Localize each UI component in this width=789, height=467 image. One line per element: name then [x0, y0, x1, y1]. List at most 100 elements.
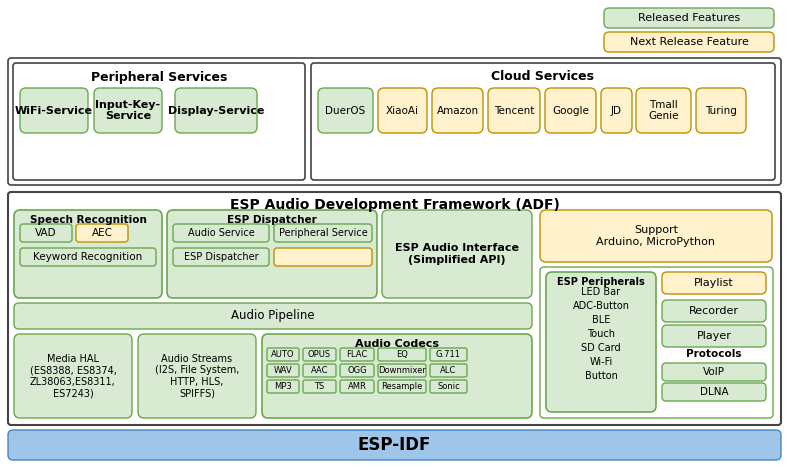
FancyBboxPatch shape: [432, 88, 483, 133]
Text: G.711: G.711: [436, 350, 461, 359]
FancyBboxPatch shape: [604, 8, 774, 28]
Text: Google: Google: [552, 106, 589, 115]
Text: Audio Codecs: Audio Codecs: [355, 339, 439, 349]
Text: XiaoAi: XiaoAi: [386, 106, 419, 115]
FancyBboxPatch shape: [303, 364, 336, 377]
FancyBboxPatch shape: [662, 272, 766, 294]
Text: AAC: AAC: [311, 366, 328, 375]
Text: MP3: MP3: [274, 382, 292, 391]
FancyBboxPatch shape: [13, 63, 305, 180]
Text: Amazon: Amazon: [436, 106, 479, 115]
FancyBboxPatch shape: [8, 430, 781, 460]
FancyBboxPatch shape: [378, 364, 426, 377]
Text: VAD: VAD: [36, 228, 57, 238]
FancyBboxPatch shape: [274, 248, 372, 266]
Text: Sonic: Sonic: [437, 382, 460, 391]
Text: Media HAL
(ES8388, ES8374,
ZL38063,ES8311,
ES7243): Media HAL (ES8388, ES8374, ZL38063,ES831…: [29, 354, 117, 398]
FancyBboxPatch shape: [262, 334, 532, 418]
FancyBboxPatch shape: [340, 380, 374, 393]
Text: LED Bar: LED Bar: [581, 287, 621, 297]
Text: Display-Service: Display-Service: [168, 106, 264, 115]
Text: Tmall
Genie: Tmall Genie: [649, 99, 679, 121]
FancyBboxPatch shape: [488, 88, 540, 133]
Text: Speech Recognition: Speech Recognition: [29, 215, 147, 225]
FancyBboxPatch shape: [430, 380, 467, 393]
Text: Next Release Feature: Next Release Feature: [630, 37, 749, 47]
Text: JD: JD: [611, 106, 622, 115]
Text: DLNA: DLNA: [700, 387, 728, 397]
Text: ADC-Button: ADC-Button: [573, 301, 630, 311]
Text: Audio Streams
(I2S, File System,
HTTP, HLS,
SPIFFS): Audio Streams (I2S, File System, HTTP, H…: [155, 354, 239, 398]
FancyBboxPatch shape: [303, 380, 336, 393]
FancyBboxPatch shape: [382, 210, 532, 298]
Text: AUTO: AUTO: [271, 350, 295, 359]
Text: Tencent: Tencent: [494, 106, 534, 115]
FancyBboxPatch shape: [662, 300, 766, 322]
FancyBboxPatch shape: [14, 210, 162, 298]
FancyBboxPatch shape: [430, 364, 467, 377]
FancyBboxPatch shape: [696, 88, 746, 133]
FancyBboxPatch shape: [94, 88, 162, 133]
FancyBboxPatch shape: [540, 267, 773, 418]
Text: Audio Pipeline: Audio Pipeline: [231, 310, 315, 323]
Text: Released Features: Released Features: [638, 13, 740, 23]
FancyBboxPatch shape: [14, 334, 132, 418]
Text: Recorder: Recorder: [689, 306, 739, 316]
Text: AMR: AMR: [348, 382, 366, 391]
FancyBboxPatch shape: [274, 224, 372, 242]
FancyBboxPatch shape: [318, 88, 373, 133]
FancyBboxPatch shape: [662, 325, 766, 347]
Text: Player: Player: [697, 331, 731, 341]
FancyBboxPatch shape: [545, 88, 596, 133]
Text: TS: TS: [314, 382, 324, 391]
Text: WAV: WAV: [274, 366, 293, 375]
FancyBboxPatch shape: [20, 224, 72, 242]
FancyBboxPatch shape: [173, 224, 269, 242]
Text: ESP-IDF: ESP-IDF: [358, 436, 431, 454]
Text: ESP Peripherals: ESP Peripherals: [557, 277, 645, 287]
FancyBboxPatch shape: [138, 334, 256, 418]
FancyBboxPatch shape: [662, 383, 766, 401]
Text: OGG: OGG: [347, 366, 367, 375]
Text: OPUS: OPUS: [308, 350, 331, 359]
FancyBboxPatch shape: [8, 192, 781, 425]
FancyBboxPatch shape: [8, 58, 781, 185]
FancyBboxPatch shape: [173, 248, 269, 266]
FancyBboxPatch shape: [267, 348, 299, 361]
Text: WiFi-Service: WiFi-Service: [15, 106, 93, 115]
FancyBboxPatch shape: [340, 348, 374, 361]
FancyBboxPatch shape: [175, 88, 257, 133]
FancyBboxPatch shape: [540, 210, 772, 262]
Text: Turing: Turing: [705, 106, 737, 115]
Text: ESP Audio Interface
(Simplified API): ESP Audio Interface (Simplified API): [395, 243, 519, 265]
Text: AEC: AEC: [92, 228, 113, 238]
Text: Button: Button: [585, 371, 618, 381]
FancyBboxPatch shape: [636, 88, 691, 133]
FancyBboxPatch shape: [340, 364, 374, 377]
FancyBboxPatch shape: [76, 224, 128, 242]
FancyBboxPatch shape: [303, 348, 336, 361]
FancyBboxPatch shape: [604, 32, 774, 52]
Text: Touch: Touch: [587, 329, 615, 339]
Text: Protocols: Protocols: [686, 349, 742, 359]
FancyBboxPatch shape: [20, 88, 88, 133]
Text: Input-Key-
Service: Input-Key- Service: [95, 99, 161, 121]
Text: ESP Dispatcher: ESP Dispatcher: [227, 215, 317, 225]
FancyBboxPatch shape: [167, 210, 377, 298]
FancyBboxPatch shape: [601, 88, 632, 133]
Text: Peripheral Services: Peripheral Services: [91, 71, 227, 84]
FancyBboxPatch shape: [267, 380, 299, 393]
Text: ALC: ALC: [440, 366, 457, 375]
Text: Cloud Services: Cloud Services: [492, 71, 594, 84]
FancyBboxPatch shape: [546, 272, 656, 412]
FancyBboxPatch shape: [267, 364, 299, 377]
Text: Peripheral Service: Peripheral Service: [279, 228, 368, 238]
Text: ESP Audio Development Framework (ADF): ESP Audio Development Framework (ADF): [230, 198, 559, 212]
Text: Downmixer: Downmixer: [378, 366, 426, 375]
FancyBboxPatch shape: [662, 363, 766, 381]
Text: BLE: BLE: [592, 315, 610, 325]
FancyBboxPatch shape: [14, 303, 532, 329]
Text: VoIP: VoIP: [703, 367, 725, 377]
Text: Keyword Recognition: Keyword Recognition: [33, 252, 143, 262]
FancyBboxPatch shape: [378, 88, 427, 133]
